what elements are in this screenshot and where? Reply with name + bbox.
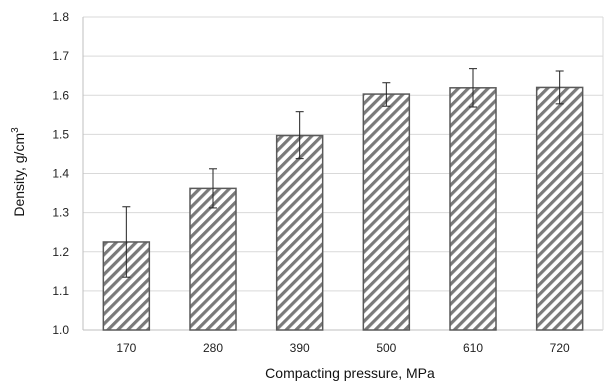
y-tick-label: 1.5 [52, 127, 69, 141]
error-bar-720 [555, 70, 564, 105]
gridlines [82, 16, 604, 331]
error-bars [122, 68, 564, 278]
error-bar-390 [295, 111, 304, 160]
bar-610 [449, 87, 497, 331]
error-bar-610 [469, 68, 477, 108]
bar-500 [362, 93, 411, 331]
x-tick-label: 500 [376, 341, 396, 355]
y-tick-label: 1.7 [52, 49, 69, 63]
x-axis-ticks: 170 280 390 500 610 720 [116, 341, 570, 355]
y-tick-label: 1.3 [52, 206, 69, 220]
bar-390 [275, 134, 324, 331]
bar-720 [535, 86, 584, 331]
x-tick-label: 280 [203, 341, 223, 355]
error-bar-170 [122, 206, 131, 278]
x-tick-label: 170 [116, 341, 136, 355]
y-tick-label: 1.1 [52, 284, 69, 298]
y-axis-title-text: Density, g/cm [11, 133, 27, 217]
x-tick-label: 720 [550, 341, 570, 355]
x-tick-label: 390 [290, 341, 310, 355]
x-axis-title: Compacting pressure, MPa [265, 365, 435, 381]
error-bar-280 [209, 168, 217, 209]
y-tick-label: 1.4 [52, 167, 69, 181]
bar-280 [189, 187, 237, 331]
error-bar-500 [382, 82, 391, 107]
y-axis-ticks: 1.0 1.1 1.2 1.3 1.4 1.5 1.6 1.7 1.8 [52, 10, 69, 337]
y-tick-label: 1.2 [52, 245, 69, 259]
bars [102, 86, 584, 331]
x-tick-label: 610 [463, 341, 483, 355]
y-tick-label: 1.6 [52, 88, 69, 102]
y-tick-label: 1.8 [52, 10, 69, 24]
y-axis-title-superscript: 3 [10, 127, 21, 133]
y-tick-label: 1.0 [52, 323, 69, 337]
y-axis-title: Density, g/cm3 [10, 127, 27, 217]
